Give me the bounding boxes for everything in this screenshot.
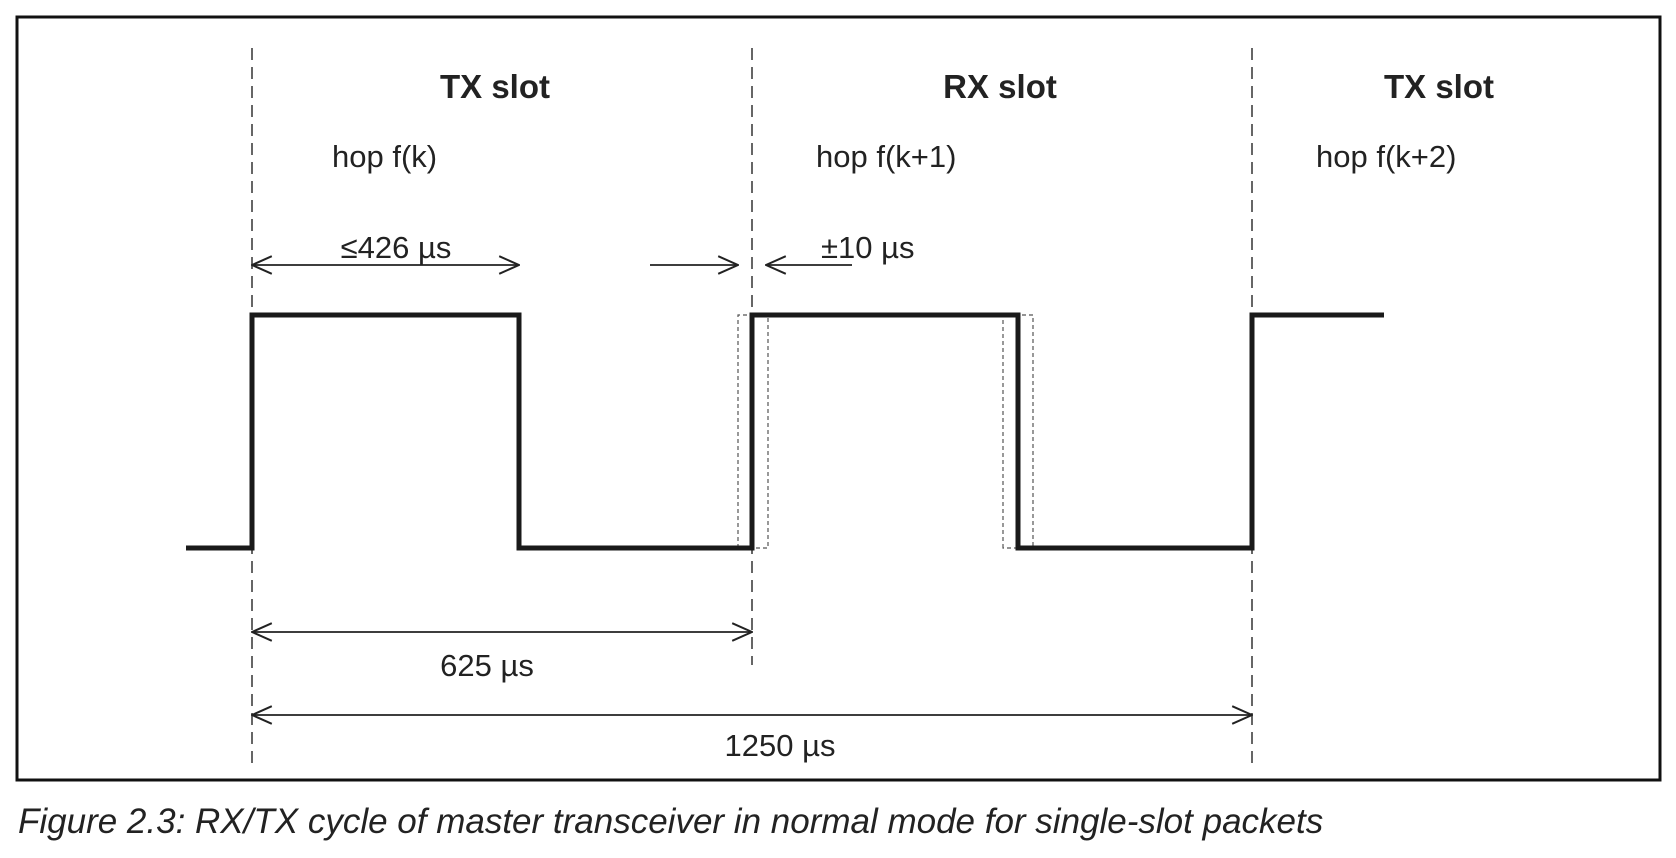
slot-label-tx-2: TX slot [1384,68,1494,105]
hop-label-k-plus-1: hop f(k+1) [816,139,956,174]
hop-label-k-plus-2: hop f(k+2) [1316,139,1456,174]
diagram-frame [15,15,1662,782]
tolerance-label: ±10 µs [821,230,914,265]
figure-caption: Figure 2.3: RX/TX cycle of master transc… [18,802,1324,841]
transceiver-waveform [186,312,1384,551]
hop-label-k: hop f(k) [332,139,437,174]
slot-duration-label: 625 µs [440,648,534,683]
cycle-duration-label: 1250 µs [725,728,836,763]
max-tx-duration-label: ≤426 µs [341,230,452,265]
slot-label-tx-1: TX slot [440,68,550,105]
slot-label-rx: RX slot [943,68,1057,105]
